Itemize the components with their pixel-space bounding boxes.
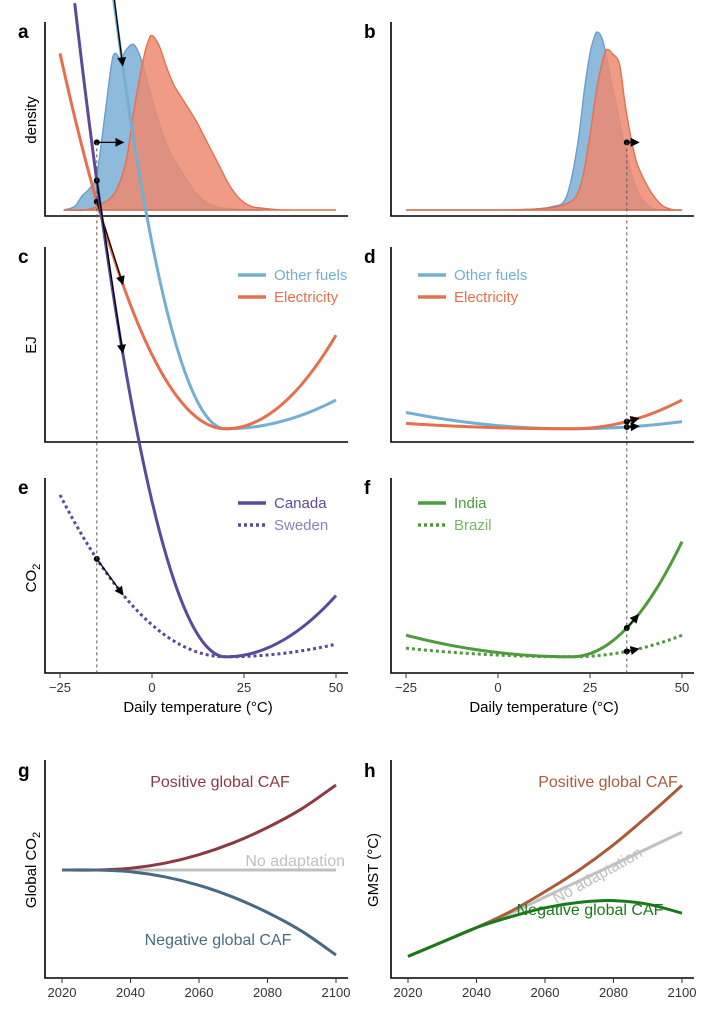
curve-d-1 — [405, 398, 683, 431]
x-tick-label-g: 2060 — [185, 985, 214, 1000]
x-tick-label-h: 2080 — [599, 985, 628, 1000]
x-tick-label-g: 2020 — [48, 985, 77, 1000]
x-tick-label-e: 0 — [148, 680, 155, 695]
density-area-a-1 — [63, 34, 336, 212]
x-tick-label-h: 2100 — [668, 985, 697, 1000]
curve-c-1 — [58, 53, 338, 431]
scenario-label-g-1: No adaptation — [245, 853, 345, 870]
axes-e — [44, 478, 348, 674]
scenario-curve-h-0 — [407, 784, 683, 958]
panel-letter-f: f — [364, 478, 371, 499]
axes-a — [44, 22, 348, 217]
x-tick-label-g: 2100 — [322, 985, 351, 1000]
ylabel-co2: CO2 — [23, 564, 43, 593]
curve-c-0 — [112, 0, 337, 431]
x-tick-label-g: 2080 — [253, 985, 282, 1000]
legend-label-e-1: Sweden — [274, 517, 328, 534]
shift-arrow-e-1 — [96, 558, 124, 596]
scenario-curve-h-2 — [407, 899, 683, 958]
scenario-label-h-0: Positive global CAF — [538, 774, 678, 791]
x-tick-label-h: 2020 — [394, 985, 423, 1000]
axes-g — [44, 760, 348, 979]
scenario-label-h-2: Negative global CAF — [517, 902, 664, 919]
panel-letter-b: b — [364, 22, 376, 43]
shift-point-f-0 — [623, 625, 630, 632]
legend-label-f-1: Brazil — [454, 517, 492, 534]
shift-point-f-1 — [623, 648, 630, 655]
ylabel-density: density — [23, 96, 40, 144]
ylabel-gmst: GMST (°C) — [365, 833, 382, 907]
shift-point-d-1 — [623, 418, 630, 425]
x-tick-label-f: 50 — [675, 680, 689, 695]
scenario-label-g-0: Positive global CAF — [150, 774, 290, 791]
x-tick-label-f: 0 — [494, 680, 501, 695]
panel-letter-d: d — [364, 247, 376, 268]
legend-label-d-1: Electricity — [454, 289, 519, 306]
panel-letter-g: g — [18, 761, 30, 782]
legend-label-e-0: Canada — [274, 495, 327, 512]
panel-letter-e: e — [18, 478, 29, 499]
ylabel-global-co2: Global CO2 — [23, 832, 43, 908]
x-tick-label-e: 25 — [237, 680, 251, 695]
xlabel-temp-right: Daily temperature (°C) — [469, 699, 618, 716]
scenario-label-g-2: Negative global CAF — [145, 932, 292, 949]
panel-letter-c: c — [18, 247, 29, 268]
x-tick-label-f: −25 — [395, 680, 417, 695]
scenario-curve-g-2 — [61, 868, 337, 957]
ylabel-ej: EJ — [23, 336, 40, 354]
panel-letter-h: h — [364, 761, 376, 782]
shift-arrow-e-0 — [96, 180, 126, 354]
axes-f — [390, 478, 694, 674]
axes-c — [44, 247, 348, 443]
density-area-b-1 — [405, 48, 683, 211]
axes-b — [390, 22, 694, 217]
shift-arrow-c-0 — [113, 0, 127, 67]
axes-d — [390, 247, 694, 443]
legend-label-d-0: Other fuels — [454, 267, 527, 284]
x-tick-label-h: 2040 — [462, 985, 491, 1000]
x-tick-label-f: 25 — [583, 680, 597, 695]
legend-label-f-0: India — [454, 495, 487, 512]
axes-h — [390, 760, 694, 979]
curve-f-0 — [405, 540, 684, 659]
scenario-label-h-1: No adaptation — [550, 844, 645, 907]
x-tick-label-h: 2060 — [531, 985, 560, 1000]
x-tick-label-e: −25 — [49, 680, 71, 695]
legend-label-c-0: Other fuels — [274, 267, 347, 284]
xlabel-temp-left: Daily temperature (°C) — [123, 699, 272, 716]
legend-label-c-1: Electricity — [274, 289, 339, 306]
x-tick-label-e: 50 — [329, 680, 343, 695]
x-tick-label-g: 2040 — [116, 985, 145, 1000]
panel-letter-a: a — [18, 22, 29, 43]
